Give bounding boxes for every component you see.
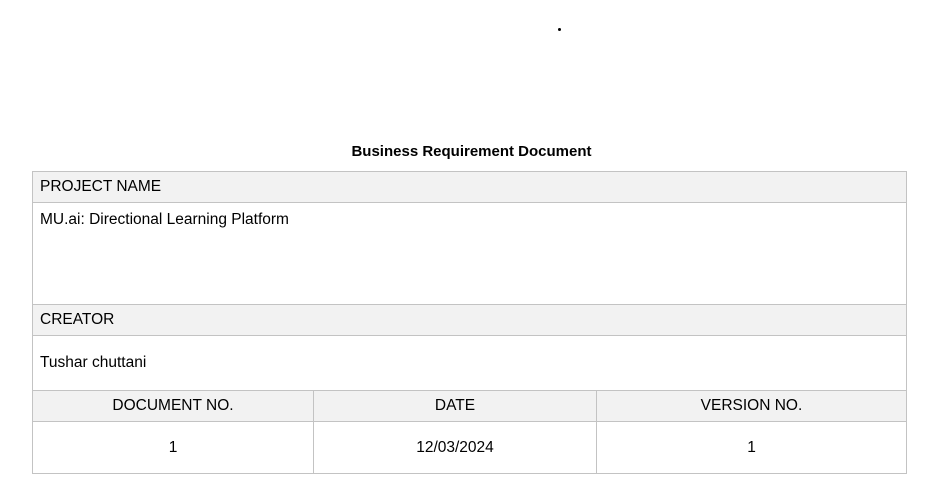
document-no-header: DOCUMENT NO.	[32, 390, 314, 422]
project-name-label: PROJECT NAME	[32, 171, 907, 203]
version-no-header: VERSION NO.	[596, 390, 907, 422]
document-info-table: PROJECT NAME MU.ai: Directional Learning…	[32, 171, 907, 474]
project-name-value: MU.ai: Directional Learning Platform	[32, 202, 907, 305]
version-no-value: 1	[596, 421, 907, 474]
document-no-value: 1	[32, 421, 314, 474]
date-value: 12/03/2024	[313, 421, 597, 474]
creator-label: CREATOR	[32, 304, 907, 336]
creator-value: Tushar chuttani	[32, 335, 907, 391]
document-title: Business Requirement Document	[351, 143, 592, 160]
date-header: DATE	[313, 390, 597, 422]
stray-dot	[558, 28, 561, 31]
